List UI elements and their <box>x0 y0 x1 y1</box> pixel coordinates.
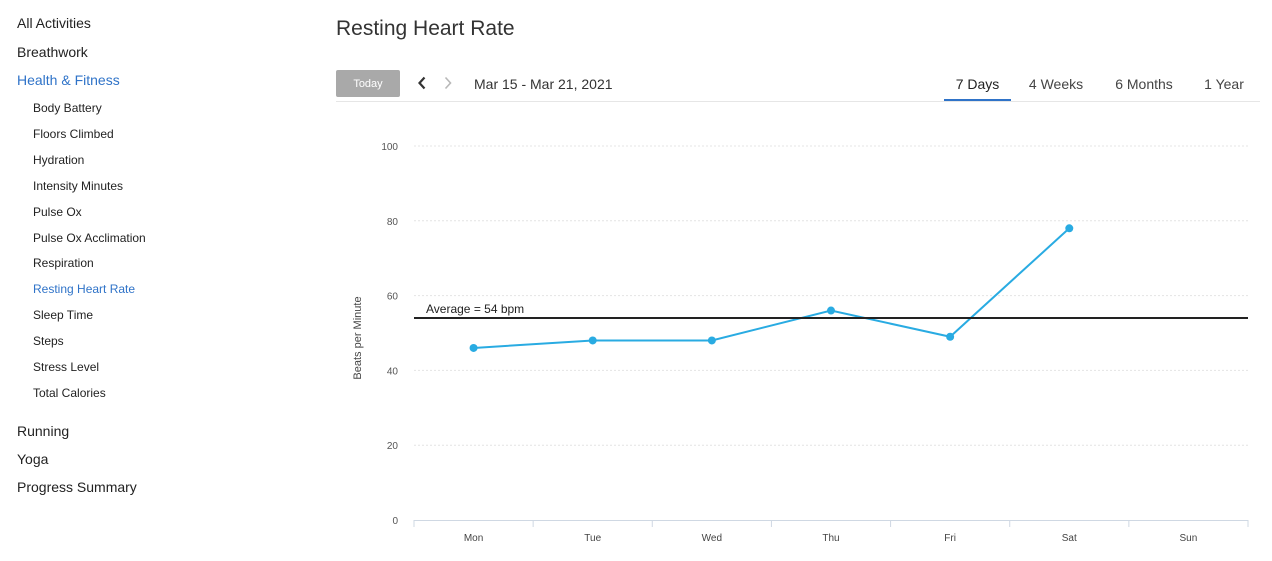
sidebar-subitem-pulse-ox-acclimation[interactable]: Pulse Ox Acclimation <box>33 231 146 245</box>
sidebar-subitem-respiration[interactable]: Respiration <box>33 256 94 270</box>
sidebar-item-yoga[interactable]: Yoga <box>17 451 49 467</box>
x-tick-label: Wed <box>702 533 722 544</box>
data-point <box>469 343 478 352</box>
x-tick-label: Tue <box>584 533 601 544</box>
y-tick-label: 60 <box>387 292 399 303</box>
sidebar-item-progress-summary[interactable]: Progress Summary <box>17 479 137 495</box>
sidebar-subitem-stress-level[interactable]: Stress Level <box>33 360 100 374</box>
sidebar-item-health-and-fitness[interactable]: Health & Fitness <box>17 72 120 88</box>
chevron-right-icon[interactable] <box>440 72 456 94</box>
x-tick-label: Mon <box>464 533 483 544</box>
sidebar-subitem-floors-climbed[interactable]: Floors Climbed <box>33 127 114 141</box>
sidebar-item-all-activities[interactable]: All Activities <box>17 15 91 31</box>
today-button[interactable]: Today <box>336 70 400 97</box>
chevron-left-icon[interactable] <box>414 72 430 94</box>
sidebar-item-breathwork[interactable]: Breathwork <box>17 44 88 60</box>
data-point <box>707 336 716 345</box>
toolbar-divider <box>336 101 1260 102</box>
date-toolbar: Today Mar 15 - Mar 21, 2021 7 Days 4 Wee… <box>336 70 1260 102</box>
resting-heart-rate-chart: 0 20 40 60 80 100 Mon Tue Wed Thu Fri Sat Sun Beats p… <box>352 142 1249 544</box>
tab-1-year[interactable]: 1 Year <box>1204 76 1244 92</box>
y-tick-label: 40 <box>387 366 399 377</box>
tab-6-months[interactable]: 6 Months <box>1115 76 1173 92</box>
sidebar-subitem-hydration[interactable]: Hydration <box>33 153 85 167</box>
y-tick-label: 20 <box>387 441 399 452</box>
date-range-label: Mar 15 - Mar 21, 2021 <box>474 76 613 92</box>
y-axis-label: Beats per Minute <box>352 296 364 379</box>
sidebar-subitem-intensity-minutes[interactable]: Intensity Minutes <box>33 179 124 193</box>
y-tick-label: 100 <box>381 142 398 153</box>
sidebar-item-running[interactable]: Running <box>17 423 70 439</box>
average-label: Average = 54 bpm <box>426 302 524 316</box>
data-point <box>827 306 835 315</box>
sidebar-subitem-pulse-ox[interactable]: Pulse Ox <box>33 205 82 219</box>
y-tick-label: 0 <box>392 516 398 527</box>
data-point <box>946 332 955 341</box>
tab-4-weeks[interactable]: 4 Weeks <box>1028 76 1084 92</box>
sidebar-subitem-total-calories[interactable]: Total Calories <box>33 386 106 400</box>
data-point <box>1065 224 1074 233</box>
tab-7-days[interactable]: 7 Days <box>955 76 1000 92</box>
page-title: Resting Heart Rate <box>336 17 515 40</box>
series-line <box>473 227 1070 349</box>
x-tick-label: Sun <box>1180 533 1198 544</box>
sidebar-subitem-sleep-time[interactable]: Sleep Time <box>33 308 94 322</box>
x-tick-label: Fri <box>944 533 956 544</box>
sidebar-subitem-resting-heart-rate[interactable]: Resting Heart Rate <box>33 282 136 296</box>
y-tick-label: 80 <box>387 217 399 228</box>
x-tick-label: Thu <box>822 533 839 544</box>
active-tab-indicator <box>944 99 1011 101</box>
data-point <box>588 336 597 345</box>
sidebar-subitem-steps[interactable]: Steps <box>33 334 64 348</box>
x-tick-label: Sat <box>1062 533 1077 544</box>
sidebar-subitem-body-battery[interactable]: Body Battery <box>33 101 102 115</box>
sidebar: All Activities Breathwork Health & Fitness… <box>0 0 300 561</box>
